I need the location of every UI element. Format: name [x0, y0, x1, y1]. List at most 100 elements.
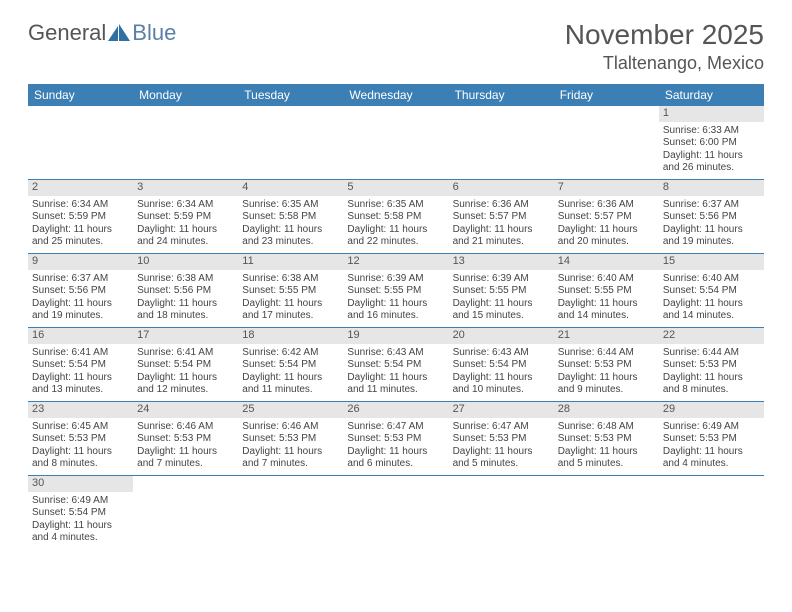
day-cell: 30 Sunrise: 6:49 AMSunset: 5:54 PMDayligh…: [28, 476, 133, 550]
sunset-text: Sunset: 5:56 PM: [137, 285, 234, 298]
daylight-text: Daylight: 11 hours and 5 minutes.: [453, 446, 550, 471]
day-cell: 15Sunrise: 6:40 AMSunset: 5:54 PMDayligh…: [659, 254, 764, 328]
week-row: 23Sunrise: 6:45 AMSunset: 5:53 PMDayligh…: [28, 402, 764, 476]
day-number: 1: [659, 106, 764, 122]
sunset-text: Sunset: 5:56 PM: [663, 211, 760, 224]
daylight-text: Daylight: 11 hours and 14 minutes.: [558, 298, 655, 323]
daylight-text: Daylight: 11 hours and 14 minutes.: [663, 298, 760, 323]
day-cell: 17Sunrise: 6:41 AMSunset: 5:54 PMDayligh…: [133, 328, 238, 402]
sunset-text: Sunset: 5:53 PM: [558, 433, 655, 446]
day-number: 28: [554, 402, 659, 418]
sunrise-text: Sunrise: 6:43 AM: [453, 347, 550, 360]
day-number: 17: [133, 328, 238, 344]
sunrise-text: Sunrise: 6:35 AM: [242, 199, 339, 212]
daylight-text: Daylight: 11 hours and 19 minutes.: [32, 298, 129, 323]
dow-cell: Saturday: [659, 84, 764, 106]
sunrise-text: Sunrise: 6:39 AM: [347, 273, 444, 286]
day-number: 30: [28, 476, 133, 492]
day-cell-empty: [133, 106, 238, 180]
day-cell-empty: [133, 476, 238, 550]
day-cell: 3 Sunrise: 6:34 AMSunset: 5:59 PMDaylight…: [133, 180, 238, 254]
page-header: General Blue November 2025 Tlaltenango, …: [28, 20, 764, 74]
sunrise-text: Sunrise: 6:49 AM: [32, 495, 129, 508]
sunset-text: Sunset: 5:54 PM: [32, 507, 129, 520]
sunset-text: Sunset: 5:53 PM: [663, 433, 760, 446]
sunset-text: Sunset: 5:53 PM: [137, 433, 234, 446]
day-number: 7: [554, 180, 659, 196]
day-number: 29: [659, 402, 764, 418]
sunrise-text: Sunrise: 6:47 AM: [347, 421, 444, 434]
sunset-text: Sunset: 5:54 PM: [347, 359, 444, 372]
day-cell: 7Sunrise: 6:36 AMSunset: 5:57 PMDaylight…: [554, 180, 659, 254]
day-cell-empty: [343, 476, 448, 550]
daylight-text: Daylight: 11 hours and 17 minutes.: [242, 298, 339, 323]
day-number: 8: [659, 180, 764, 196]
sunset-text: Sunset: 5:54 PM: [32, 359, 129, 372]
daylight-text: Daylight: 11 hours and 13 minutes.: [32, 372, 129, 397]
dow-cell: Wednesday: [343, 84, 448, 106]
dow-cell: Monday: [133, 84, 238, 106]
week-row: 30 Sunrise: 6:49 AMSunset: 5:54 PMDayligh…: [28, 476, 764, 550]
daylight-text: Daylight: 11 hours and 4 minutes.: [32, 520, 129, 545]
sunrise-text: Sunrise: 6:38 AM: [242, 273, 339, 286]
day-cell: 20Sunrise: 6:43 AMSunset: 5:54 PMDayligh…: [449, 328, 554, 402]
day-cell-empty: [449, 476, 554, 550]
day-number: 18: [238, 328, 343, 344]
daylight-text: Daylight: 11 hours and 24 minutes.: [137, 224, 234, 249]
sunset-text: Sunset: 5:54 PM: [453, 359, 550, 372]
sunrise-text: Sunrise: 6:39 AM: [453, 273, 550, 286]
calendar-page: General Blue November 2025 Tlaltenango, …: [0, 0, 792, 570]
day-cell-empty: [554, 476, 659, 550]
sunset-text: Sunset: 5:53 PM: [242, 433, 339, 446]
day-cell: 26Sunrise: 6:47 AMSunset: 5:53 PMDayligh…: [343, 402, 448, 476]
day-number: 27: [449, 402, 554, 418]
sunrise-text: Sunrise: 6:46 AM: [242, 421, 339, 434]
day-cell: 22Sunrise: 6:44 AMSunset: 5:53 PMDayligh…: [659, 328, 764, 402]
title-block: November 2025 Tlaltenango, Mexico: [565, 20, 764, 74]
logo-text-general: General: [28, 20, 106, 46]
daylight-text: Daylight: 11 hours and 7 minutes.: [242, 446, 339, 471]
sunset-text: Sunset: 5:59 PM: [32, 211, 129, 224]
sunset-text: Sunset: 5:57 PM: [558, 211, 655, 224]
daylight-text: Daylight: 11 hours and 26 minutes.: [663, 150, 760, 175]
week-row: 9Sunrise: 6:37 AMSunset: 5:56 PMDaylight…: [28, 254, 764, 328]
day-number: 16: [28, 328, 133, 344]
daylight-text: Daylight: 11 hours and 20 minutes.: [558, 224, 655, 249]
day-number: 14: [554, 254, 659, 270]
day-cell: 4Sunrise: 6:35 AMSunset: 5:58 PMDaylight…: [238, 180, 343, 254]
daylight-text: Daylight: 11 hours and 19 minutes.: [663, 224, 760, 249]
day-cell: 18Sunrise: 6:42 AMSunset: 5:54 PMDayligh…: [238, 328, 343, 402]
dow-cell: Thursday: [449, 84, 554, 106]
sunrise-text: Sunrise: 6:41 AM: [137, 347, 234, 360]
sunset-text: Sunset: 6:00 PM: [663, 137, 760, 150]
sunrise-text: Sunrise: 6:37 AM: [663, 199, 760, 212]
sunrise-text: Sunrise: 6:36 AM: [453, 199, 550, 212]
day-cell: 5Sunrise: 6:35 AMSunset: 5:58 PMDaylight…: [343, 180, 448, 254]
sunset-text: Sunset: 5:54 PM: [663, 285, 760, 298]
day-number: 22: [659, 328, 764, 344]
day-cell-empty: [449, 106, 554, 180]
sunset-text: Sunset: 5:59 PM: [137, 211, 234, 224]
day-number: 3: [133, 180, 238, 196]
sunset-text: Sunset: 5:54 PM: [242, 359, 339, 372]
day-number: 5: [343, 180, 448, 196]
sunrise-text: Sunrise: 6:34 AM: [32, 199, 129, 212]
daylight-text: Daylight: 11 hours and 10 minutes.: [453, 372, 550, 397]
sunset-text: Sunset: 5:55 PM: [558, 285, 655, 298]
day-cell: 29Sunrise: 6:49 AMSunset: 5:53 PMDayligh…: [659, 402, 764, 476]
sunrise-text: Sunrise: 6:46 AM: [137, 421, 234, 434]
sunrise-text: Sunrise: 6:34 AM: [137, 199, 234, 212]
day-number: 15: [659, 254, 764, 270]
day-cell: 16Sunrise: 6:41 AMSunset: 5:54 PMDayligh…: [28, 328, 133, 402]
week-row: 16Sunrise: 6:41 AMSunset: 5:54 PMDayligh…: [28, 328, 764, 402]
sunset-text: Sunset: 5:55 PM: [242, 285, 339, 298]
daylight-text: Daylight: 11 hours and 22 minutes.: [347, 224, 444, 249]
daylight-text: Daylight: 11 hours and 6 minutes.: [347, 446, 444, 471]
daylight-text: Daylight: 11 hours and 12 minutes.: [137, 372, 234, 397]
sunset-text: Sunset: 5:58 PM: [347, 211, 444, 224]
sunrise-text: Sunrise: 6:43 AM: [347, 347, 444, 360]
daylight-text: Daylight: 11 hours and 8 minutes.: [663, 372, 760, 397]
day-cell: 13Sunrise: 6:39 AMSunset: 5:55 PMDayligh…: [449, 254, 554, 328]
dow-cell: Sunday: [28, 84, 133, 106]
day-cell: 25Sunrise: 6:46 AMSunset: 5:53 PMDayligh…: [238, 402, 343, 476]
